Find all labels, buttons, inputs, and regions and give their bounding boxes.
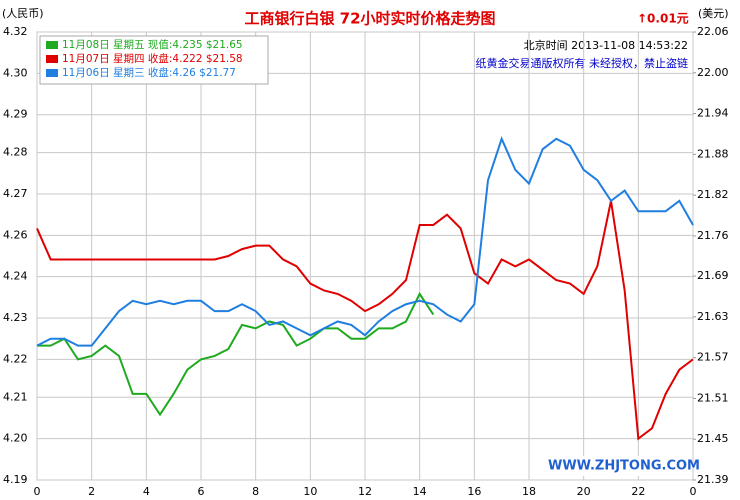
- y2-tick-label: 21.63: [697, 310, 729, 323]
- x-tick-label: 18: [522, 485, 536, 498]
- x-tick-label: 0: [34, 485, 41, 498]
- x-tick-label: 16: [467, 485, 481, 498]
- y-tick-label: 4.29: [3, 108, 28, 121]
- x-tick-label: 4: [143, 485, 150, 498]
- legend-label: 11月06日 星期三 收盘:4.26 $21.77: [62, 66, 236, 79]
- watermark: WWW.ZHJTONG.COM: [548, 459, 700, 474]
- x-tick-label: 20: [577, 485, 591, 498]
- y-axis-label: (人民币): [2, 7, 44, 20]
- y2-tick-label: 21.76: [697, 229, 729, 242]
- legend: [39, 35, 269, 85]
- legend-swatch: [46, 55, 58, 63]
- series-line: [37, 291, 435, 417]
- chart-title: 工商银行白银 72小时实时价格走势图: [244, 10, 495, 28]
- y-tick-label: 4.19: [3, 473, 28, 486]
- y-tick-label: 4.24: [3, 270, 28, 283]
- y-tick-label: 4.28: [3, 146, 28, 159]
- y-tick-label: 4.21: [3, 390, 28, 403]
- y2-tick-label: 21.88: [697, 147, 729, 160]
- y2-axis-label: (美元): [698, 7, 729, 20]
- annotation: ↑0.01元: [637, 12, 689, 26]
- y-tick-label: 4.30: [3, 66, 28, 79]
- x-tick-label: 0: [690, 485, 697, 498]
- timestamp: 北京时间 2013-11-08 14:53:22: [524, 38, 688, 52]
- legend-label: 11月08日 星期五 现值:4.235 $21.65: [62, 38, 243, 51]
- y-tick-label: 4.27: [3, 187, 28, 200]
- y-tick-label: 4.26: [3, 228, 28, 241]
- y2-tick-label: 22.00: [697, 66, 729, 79]
- y-tick-label: 4.23: [3, 311, 28, 324]
- x-tick-label: 2: [88, 485, 95, 498]
- x-tick-label: 8: [252, 485, 259, 498]
- y2-tick-label: 21.69: [697, 269, 729, 282]
- series-line: [36, 200, 694, 441]
- x-tick-label: 6: [198, 485, 205, 498]
- copyright: 纸黄金交易通版权所有 未经授权，禁止盗链: [476, 56, 689, 70]
- y-tick-label: 4.20: [3, 432, 28, 445]
- legend-label: 11月07日 星期四 收盘:4.222 $21.58: [62, 52, 243, 65]
- y2-tick-label: 21.45: [697, 432, 729, 445]
- y2-tick-label: 21.57: [697, 351, 729, 364]
- watermark-bg: [540, 456, 690, 476]
- y2-tick-label: 21.82: [697, 188, 729, 201]
- x-tick-label: 10: [303, 485, 317, 498]
- y2-tick-label: 21.51: [697, 391, 729, 404]
- y-tick-label: 4.22: [3, 352, 28, 365]
- y-tick-label: 4.32: [3, 25, 28, 38]
- y2-tick-label: 22.06: [697, 25, 729, 38]
- legend-swatch: [46, 41, 58, 49]
- x-tick-label: 22: [631, 485, 645, 498]
- legend-swatch: [46, 69, 58, 77]
- y2-tick-label: 21.94: [697, 107, 729, 120]
- y2-tick-label: 21.39: [697, 473, 729, 486]
- x-tick-label: 12: [358, 485, 372, 498]
- x-tick-label: 14: [413, 485, 427, 498]
- series-line: [36, 136, 694, 347]
